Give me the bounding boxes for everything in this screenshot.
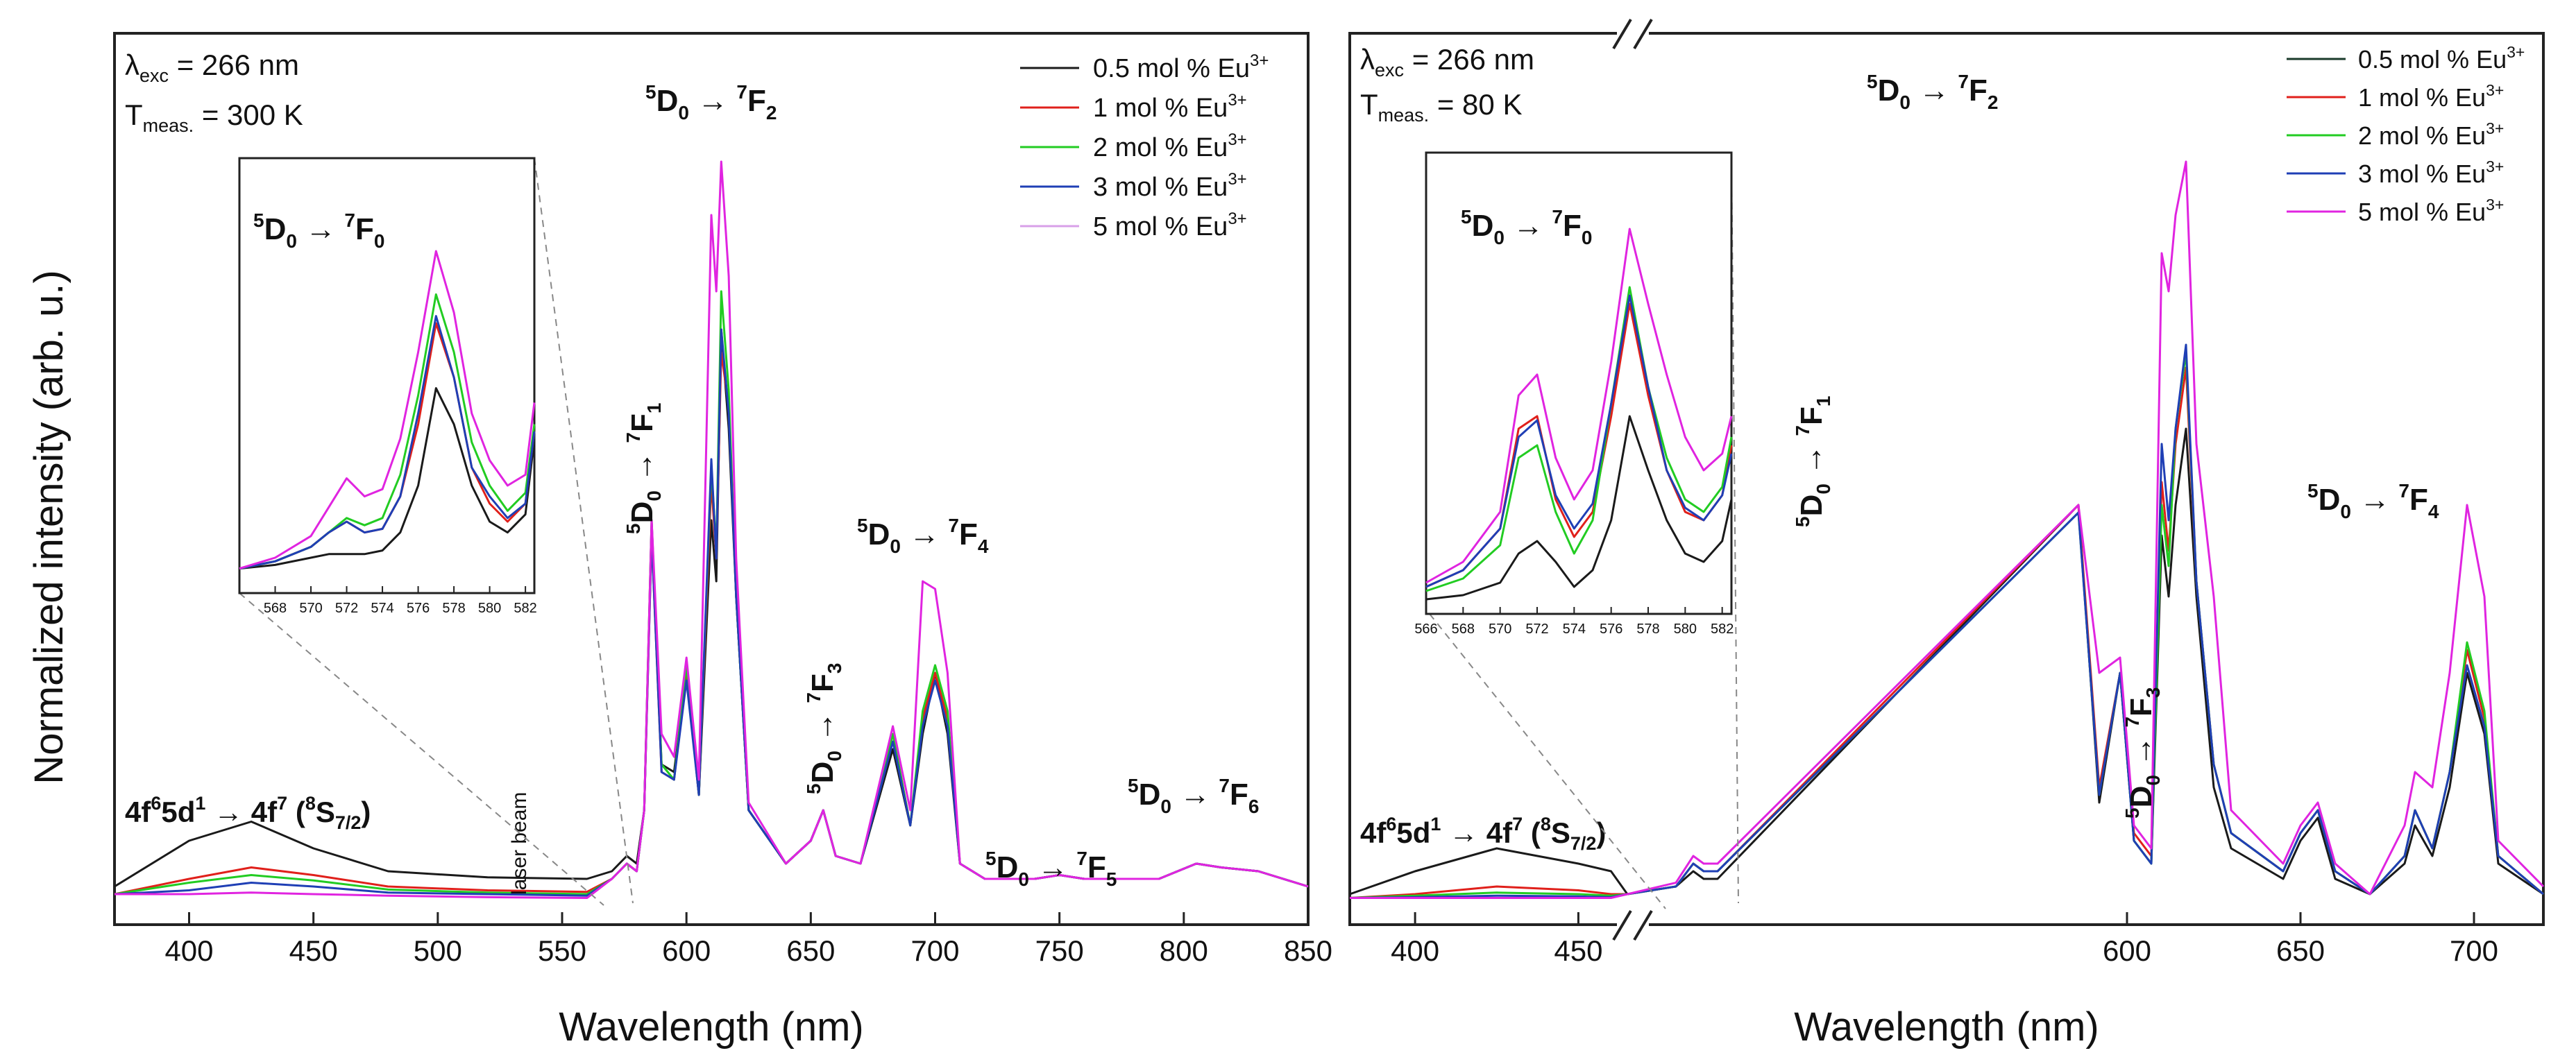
left-ann-7f4: 5D0 → 7F4 xyxy=(857,515,989,557)
left-x-tick-label-1: 450 xyxy=(289,934,338,967)
left-excitation-label: λexc = 266 nm xyxy=(125,49,299,86)
right-inset-tick-label-7: 580 xyxy=(1674,622,1697,637)
left-x-tick-label-6: 700 xyxy=(910,934,959,967)
left-inset-tick-label-7: 582 xyxy=(514,601,536,616)
left-legend-entry-2: 2 mol % Eu3+ xyxy=(1093,130,1247,162)
left-ann-7f2: 5D0 → 7F2 xyxy=(645,81,777,123)
left-ann-7f1: 5D0 → 7F1 xyxy=(622,403,665,534)
right-ann-7f2: 5D0 → 7F2 xyxy=(1867,71,1998,113)
left-inset-tick-label-4: 576 xyxy=(407,601,430,616)
left-temperature-label: Tmeas. = 300 K xyxy=(125,99,303,136)
right-inset-guide-bottom xyxy=(1429,613,1666,909)
right-series-lines xyxy=(1349,160,2545,899)
left-ann-4f5d: 4f65d1 → 4f7 (8S7/2) xyxy=(125,793,371,833)
right-legend-entry-1: 1 mol % Eu3+ xyxy=(2358,81,2504,112)
right-inset-series-2 xyxy=(1425,286,1733,592)
left-x-ticks: 400 450 500 550 600 650 700 750 800 850 xyxy=(164,912,1332,967)
left-legend-entry-3: 3 mol % Eu3+ xyxy=(1093,170,1247,202)
right-inset-tick-label-1: 568 xyxy=(1452,622,1475,637)
left-x-tick-label-2: 500 xyxy=(414,934,462,967)
left-inset-tick-label-1: 570 xyxy=(299,601,322,616)
right-inset-tick-label-2: 570 xyxy=(1489,622,1511,637)
left-inset-ticks: 568 570 572 574 576 578 580 582 xyxy=(264,586,537,616)
right-plot-frame xyxy=(1348,32,2545,926)
left-plot-frame xyxy=(113,32,1310,926)
right-ann-7f4: 5D0 → 7F4 xyxy=(2307,480,2439,522)
right-excitation-label: λexc = 266 nm xyxy=(1360,43,1534,80)
left-inset-guide-bottom xyxy=(239,592,604,906)
right-inset-ticks: 566 568 570 572 574 576 578 580 582 xyxy=(1414,607,1734,637)
left-legend-entry-1: 1 mol % Eu3+ xyxy=(1093,91,1247,123)
left-x-axis-label: Wavelength (nm) xyxy=(559,1004,863,1050)
left-ann-7f3: 5D0 → 7F3 xyxy=(803,663,845,794)
left-series-4 xyxy=(115,160,1309,899)
left-inset-series-3 xyxy=(239,315,536,570)
right-inset-series-4 xyxy=(1425,228,1733,584)
left-inset-guide-top xyxy=(534,157,634,904)
left-inset-tick-label-2: 572 xyxy=(335,601,358,616)
right-inset-tick-label-3: 572 xyxy=(1525,622,1548,637)
right-ann-7f1: 5D0 → 7F1 xyxy=(1792,396,1834,527)
left-x-tick-label-5: 650 xyxy=(786,934,835,967)
right-series-3 xyxy=(1349,343,2544,899)
right-inset-tick-label-0: 566 xyxy=(1414,622,1437,637)
right-inset-frame xyxy=(1425,151,1733,615)
right-x-axis-label: Wavelength (nm) xyxy=(1794,1004,2099,1050)
right-axis-break-top xyxy=(1612,18,1653,50)
right-x-tick-label-3: 650 xyxy=(2276,934,2325,967)
left-legend: 0.5 mol % Eu3+ 1 mol % Eu3+ 2 mol % Eu3+… xyxy=(1020,51,1269,241)
left-inset-ann-7f0: 5D0 → 7F0 xyxy=(253,209,384,252)
right-inset-series-0 xyxy=(1425,415,1733,601)
right-x-tick-label-2: 600 xyxy=(2103,934,2151,967)
left-inset-lines xyxy=(239,250,536,570)
right-inset-series-3 xyxy=(1425,294,1733,588)
right-inset-tick-label-6: 578 xyxy=(1636,622,1659,637)
right-x-tick-label-0: 400 xyxy=(1391,934,1439,967)
right-ann-4f5d: 4f65d1 → 4f7 (8S7/2) xyxy=(1360,814,1606,854)
left-x-tick-label-7: 750 xyxy=(1035,934,1084,967)
right-panel: 400 450 600 650 700 Wavelength (nm) λexc = 2… xyxy=(1348,18,2545,1050)
right-legend-entry-2: 2 mol % Eu3+ xyxy=(2358,119,2504,150)
right-x-ticks: 400 450 600 650 700 xyxy=(1391,912,2498,967)
right-inset-tick-label-8: 582 xyxy=(1711,622,1734,637)
left-inset-series-4 xyxy=(239,250,536,570)
right-series-4 xyxy=(1350,160,2545,899)
right-legend-entry-3: 3 mol % Eu3+ xyxy=(2358,157,2504,188)
right-x-tick-label-4: 700 xyxy=(2450,934,2498,967)
right-ann-7f3: 5D0 → 7F3 xyxy=(2121,687,2164,819)
left-inset-tick-label-5: 578 xyxy=(442,601,465,616)
right-legend-entry-4: 5 mol % Eu3+ xyxy=(2358,196,2504,226)
right-inset-tick-label-4: 574 xyxy=(1563,622,1586,637)
left-x-tick-label-0: 400 xyxy=(164,934,213,967)
y-axis-label: Normalized intensity (arb. u.) xyxy=(26,270,71,784)
right-inset-guide-top xyxy=(1731,152,1739,904)
left-ann-laser-beam: laser beam xyxy=(508,792,531,895)
right-legend: 0.5 mol % Eu3+ 1 mol % Eu3+ 2 mol % Eu3+… xyxy=(2287,43,2525,226)
right-inset-ann-7f0: 5D0 → 7F0 xyxy=(1461,206,1592,248)
left-legend-entry-0: 0.5 mol % Eu3+ xyxy=(1093,51,1269,83)
left-panel: 400 450 500 550 600 650 700 750 800 850 Wavelengt… xyxy=(113,32,1332,1050)
left-x-tick-label-3: 550 xyxy=(538,934,586,967)
left-inset-tick-label-0: 568 xyxy=(264,601,287,616)
right-inset-lines xyxy=(1425,228,1733,601)
left-ann-7f6: 5D0 → 7F6 xyxy=(1128,775,1259,817)
left-x-tick-label-9: 850 xyxy=(1284,934,1332,967)
right-axis-break-bottom xyxy=(1612,909,1653,941)
left-legend-entry-4: 5 mol % Eu3+ xyxy=(1093,209,1247,241)
right-legend-entry-0: 0.5 mol % Eu3+ xyxy=(2358,43,2525,74)
right-x-tick-label-1: 450 xyxy=(1554,934,1602,967)
right-inset-tick-label-5: 576 xyxy=(1600,622,1622,637)
left-x-tick-label-4: 600 xyxy=(662,934,711,967)
left-x-tick-label-8: 800 xyxy=(1160,934,1208,967)
right-temperature-label: Tmeas. = 80 K xyxy=(1360,88,1522,126)
left-inset-tick-label-6: 580 xyxy=(478,601,501,616)
left-inset-tick-label-3: 574 xyxy=(371,601,393,616)
left-ann-7f5: 5D0 → 7F5 xyxy=(985,848,1117,890)
left-series-lines xyxy=(114,160,1309,899)
left-inset-series-0 xyxy=(239,387,536,570)
